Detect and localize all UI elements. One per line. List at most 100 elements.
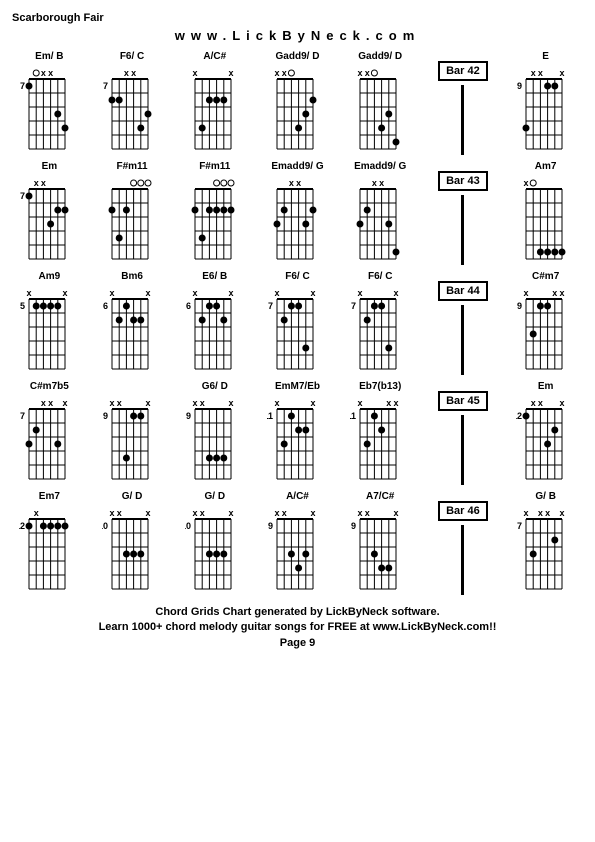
svg-text:9: 9 [186, 411, 191, 421]
bar-marker: Bar 42 [428, 51, 498, 155]
chord-cell: F6/ Cxx7 [262, 271, 332, 375]
bar-line [461, 195, 464, 265]
svg-text:x: x [275, 508, 280, 518]
chord-cell: xxx9 [97, 381, 167, 485]
svg-text:12: 12 [516, 411, 522, 421]
svg-text:x: x [297, 178, 302, 188]
svg-text:10: 10 [185, 521, 191, 531]
svg-text:x: x [228, 68, 233, 78]
svg-text:7: 7 [517, 521, 522, 531]
chord-label: Gadd9/ D [358, 51, 402, 63]
chord-label: EmM7/Eb [275, 381, 320, 393]
chord-cell: EmM7/Ebxx11 [262, 381, 332, 485]
chord-cell: Emxx7 [14, 161, 84, 265]
chord-label: A/C# [286, 491, 309, 503]
chord-cell: A7/C#xxx9 [345, 491, 415, 595]
svg-text:x: x [311, 508, 316, 518]
svg-text:x: x [523, 288, 528, 298]
chord-label: G/ D [122, 491, 143, 503]
chord-cell: Am7x [511, 161, 581, 265]
bar-line [461, 85, 464, 155]
footer-line-2: Learn 1000+ chord melody guitar songs fo… [12, 620, 583, 635]
svg-text:x: x [228, 398, 233, 408]
svg-text:x: x [394, 398, 399, 408]
chord-label: Em7 [39, 491, 60, 503]
chord-cell: F6/ Cxx7 [345, 271, 415, 375]
bar-marker: Bar 46 [428, 491, 498, 595]
svg-text:x: x [41, 178, 46, 188]
chord-cell: A/C#xxx9 [262, 491, 332, 595]
bar-label: Bar 43 [438, 171, 488, 191]
bar-label: Bar 42 [438, 61, 488, 81]
site-url: www.LickByNeck.com [12, 28, 583, 43]
svg-text:x: x [538, 68, 543, 78]
chord-label: F#m11 [116, 161, 147, 173]
svg-text:x: x [48, 68, 53, 78]
bar-line [461, 415, 464, 485]
svg-text:x: x [358, 288, 363, 298]
svg-text:x: x [228, 508, 233, 518]
chord-cell: C#m7xxx9 [511, 271, 581, 375]
chord-cell: Em7x12 [14, 491, 84, 595]
chord-label: F6/ C [285, 271, 309, 283]
svg-text:x: x [199, 398, 204, 408]
svg-text:x: x [275, 398, 280, 408]
svg-text:9: 9 [517, 301, 522, 311]
chord-label: Eb7(b13) [359, 381, 401, 393]
chord-cell: C#m7b5xxx7 [14, 381, 84, 485]
chord-cell: Emxxx12 [511, 381, 581, 485]
svg-text:x: x [117, 508, 122, 518]
svg-text:x: x [146, 288, 151, 298]
bar-marker: Bar 43 [428, 161, 498, 265]
svg-text:x: x [110, 398, 115, 408]
chord-label: A7/C# [366, 491, 394, 503]
chord-cell: F#m11 [97, 161, 167, 265]
svg-text:x: x [311, 288, 316, 298]
chord-label: C#m7 [532, 271, 559, 283]
svg-text:x: x [146, 398, 151, 408]
svg-text:x: x [124, 68, 129, 78]
chord-label: G6/ D [202, 381, 228, 393]
svg-text:x: x [41, 68, 46, 78]
svg-text:x: x [394, 288, 399, 298]
chord-cell: F#m11 [180, 161, 250, 265]
chord-label: G/ B [535, 491, 556, 503]
bar-marker: Bar 45 [428, 381, 498, 485]
svg-text:9: 9 [103, 411, 108, 421]
svg-text:x: x [192, 398, 197, 408]
chord-label: F6/ C [368, 271, 392, 283]
svg-text:x: x [117, 398, 122, 408]
bar-label: Bar 44 [438, 281, 488, 301]
svg-text:x: x [365, 508, 370, 518]
svg-text:x: x [559, 508, 564, 518]
svg-text:10: 10 [102, 521, 108, 531]
svg-text:6: 6 [186, 301, 191, 311]
svg-text:x: x [199, 508, 204, 518]
svg-text:7: 7 [268, 301, 273, 311]
svg-text:x: x [386, 398, 391, 408]
footer-line-1: Chord Grids Chart generated by LickByNec… [12, 605, 583, 620]
chord-label: Am9 [39, 271, 61, 283]
chord-cell: Exxx9 [511, 51, 581, 155]
svg-text:x: x [282, 508, 287, 518]
bar-line [461, 305, 464, 375]
svg-text:x: x [545, 508, 550, 518]
chord-cell: Bm6xx6 [97, 271, 167, 375]
svg-text:x: x [538, 508, 543, 518]
svg-text:11: 11 [267, 411, 273, 421]
svg-text:x: x [559, 68, 564, 78]
svg-text:x: x [358, 68, 363, 78]
svg-text:x: x [538, 398, 543, 408]
chord-cell: Emadd9/ Gxx [345, 161, 415, 265]
chord-cell: Gadd9/ Dxx [262, 51, 332, 155]
chord-cell: Am9xx5 [14, 271, 84, 375]
svg-text:x: x [34, 178, 39, 188]
chord-label: Em/ B [35, 51, 63, 63]
svg-text:x: x [559, 288, 564, 298]
bar-label: Bar 45 [438, 391, 488, 411]
svg-text:x: x [379, 178, 384, 188]
chord-label: Am7 [535, 161, 557, 173]
chord-label: G/ D [205, 491, 226, 503]
svg-text:12: 12 [19, 521, 25, 531]
svg-text:x: x [131, 68, 136, 78]
